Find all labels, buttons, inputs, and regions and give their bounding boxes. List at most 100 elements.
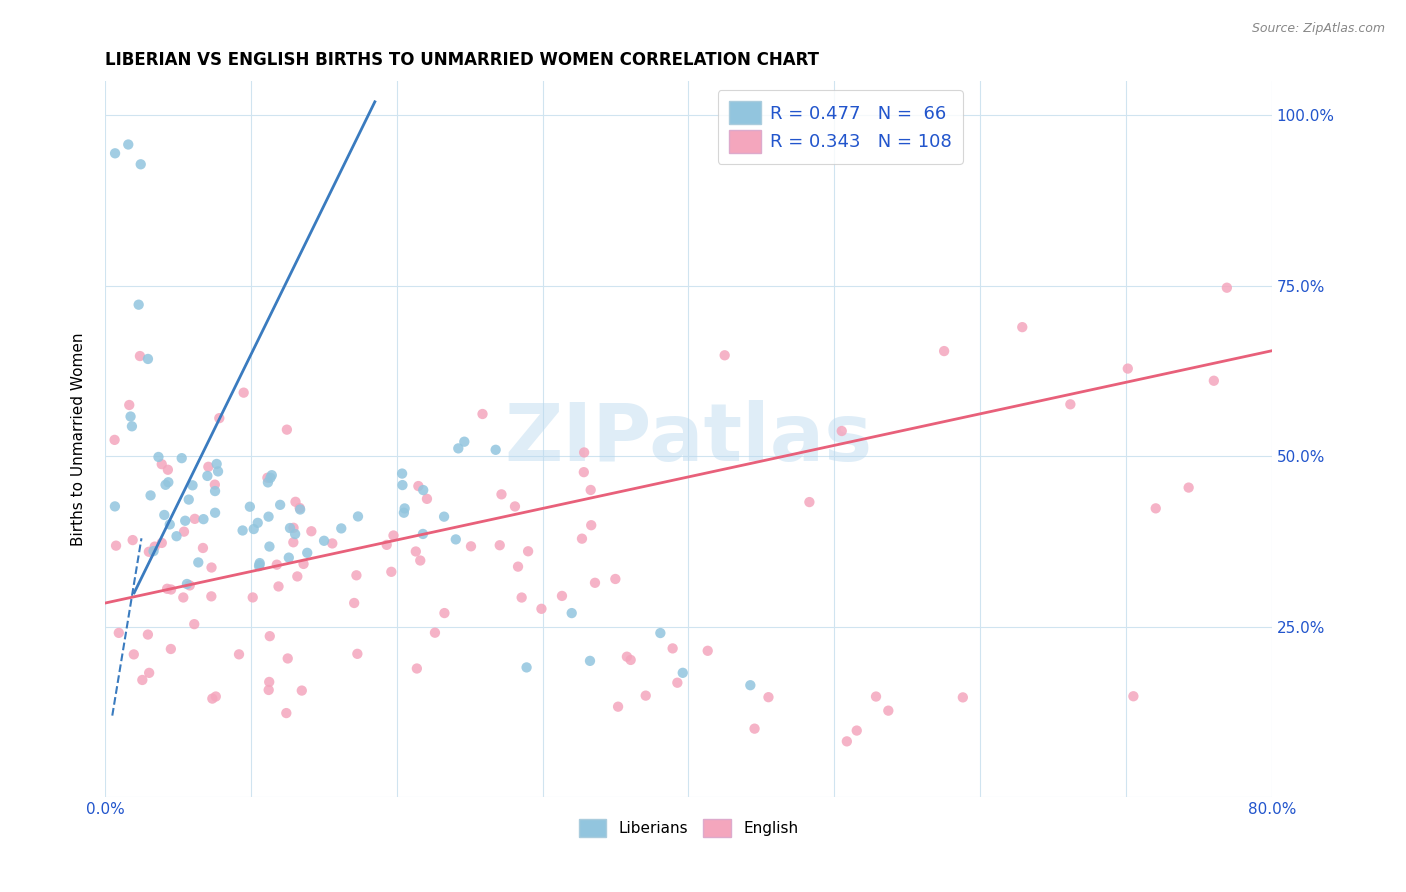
Point xyxy=(666,675,689,690)
Point xyxy=(120,409,142,424)
Legend: Liberians, English: Liberians, English xyxy=(572,813,804,844)
Point xyxy=(433,509,456,524)
Point xyxy=(228,648,250,662)
Point xyxy=(1144,501,1167,516)
Point xyxy=(416,491,439,506)
Point xyxy=(503,500,526,514)
Point xyxy=(257,509,280,524)
Point xyxy=(129,349,152,363)
Point xyxy=(105,539,128,553)
Point xyxy=(1059,397,1081,411)
Point xyxy=(257,475,280,490)
Point xyxy=(179,578,201,592)
Point xyxy=(246,516,269,530)
Point xyxy=(607,699,630,714)
Point xyxy=(288,500,311,515)
Point xyxy=(155,478,177,492)
Point xyxy=(256,471,278,485)
Point xyxy=(150,457,173,471)
Point xyxy=(1116,361,1139,376)
Point xyxy=(444,533,467,547)
Point xyxy=(506,559,529,574)
Point xyxy=(845,723,868,738)
Point xyxy=(267,579,290,593)
Point xyxy=(605,572,627,586)
Point xyxy=(174,514,197,528)
Point xyxy=(297,546,319,560)
Point xyxy=(284,495,307,509)
Point xyxy=(166,529,188,543)
Point xyxy=(278,521,301,535)
Point xyxy=(172,591,194,605)
Point xyxy=(865,690,887,704)
Point xyxy=(1122,690,1144,704)
Point xyxy=(259,471,281,485)
Point xyxy=(232,385,254,400)
Point xyxy=(634,689,657,703)
Point xyxy=(572,465,595,479)
Point xyxy=(620,653,643,667)
Point xyxy=(392,506,415,520)
Point xyxy=(139,488,162,502)
Point xyxy=(128,298,150,312)
Point xyxy=(259,540,281,554)
Point xyxy=(713,348,735,362)
Point xyxy=(204,477,226,491)
Point xyxy=(312,533,335,548)
Point xyxy=(184,512,207,526)
Point xyxy=(758,690,780,705)
Point xyxy=(173,524,195,539)
Point xyxy=(122,648,145,662)
Point xyxy=(181,478,204,492)
Point xyxy=(394,501,416,516)
Point xyxy=(117,137,139,152)
Point xyxy=(579,654,602,668)
Point xyxy=(288,502,311,516)
Point xyxy=(391,467,413,481)
Point xyxy=(491,487,513,501)
Point xyxy=(799,495,821,509)
Point xyxy=(200,560,222,574)
Point xyxy=(488,538,510,552)
Point xyxy=(187,556,209,570)
Point xyxy=(343,596,366,610)
Point xyxy=(1011,320,1033,334)
Point xyxy=(276,423,298,437)
Point xyxy=(530,602,553,616)
Point xyxy=(412,527,434,541)
Point xyxy=(138,665,160,680)
Point xyxy=(257,683,280,698)
Point xyxy=(269,498,291,512)
Point xyxy=(571,532,593,546)
Point xyxy=(153,508,176,522)
Point xyxy=(572,445,595,459)
Point xyxy=(740,678,762,692)
Point xyxy=(242,591,264,605)
Text: Source: ZipAtlas.com: Source: ZipAtlas.com xyxy=(1251,22,1385,36)
Point xyxy=(408,479,430,493)
Text: LIBERIAN VS ENGLISH BIRTHS TO UNMARRIED WOMEN CORRELATION CHART: LIBERIAN VS ENGLISH BIRTHS TO UNMARRIED … xyxy=(105,51,818,69)
Point xyxy=(160,582,183,597)
Point xyxy=(696,644,718,658)
Point xyxy=(433,606,456,620)
Point xyxy=(344,568,367,582)
Point xyxy=(321,536,343,550)
Point xyxy=(239,500,262,514)
Point xyxy=(249,558,271,572)
Point xyxy=(177,492,200,507)
Point xyxy=(136,627,159,641)
Point xyxy=(107,626,129,640)
Point xyxy=(932,344,955,359)
Point xyxy=(412,483,434,497)
Point xyxy=(391,478,413,492)
Point xyxy=(142,544,165,558)
Point xyxy=(266,558,288,572)
Point xyxy=(292,557,315,571)
Point xyxy=(170,451,193,466)
Point xyxy=(453,434,475,449)
Point xyxy=(510,591,533,605)
Point xyxy=(197,459,219,474)
Point xyxy=(193,512,215,526)
Point xyxy=(208,411,231,425)
Point xyxy=(159,517,181,532)
